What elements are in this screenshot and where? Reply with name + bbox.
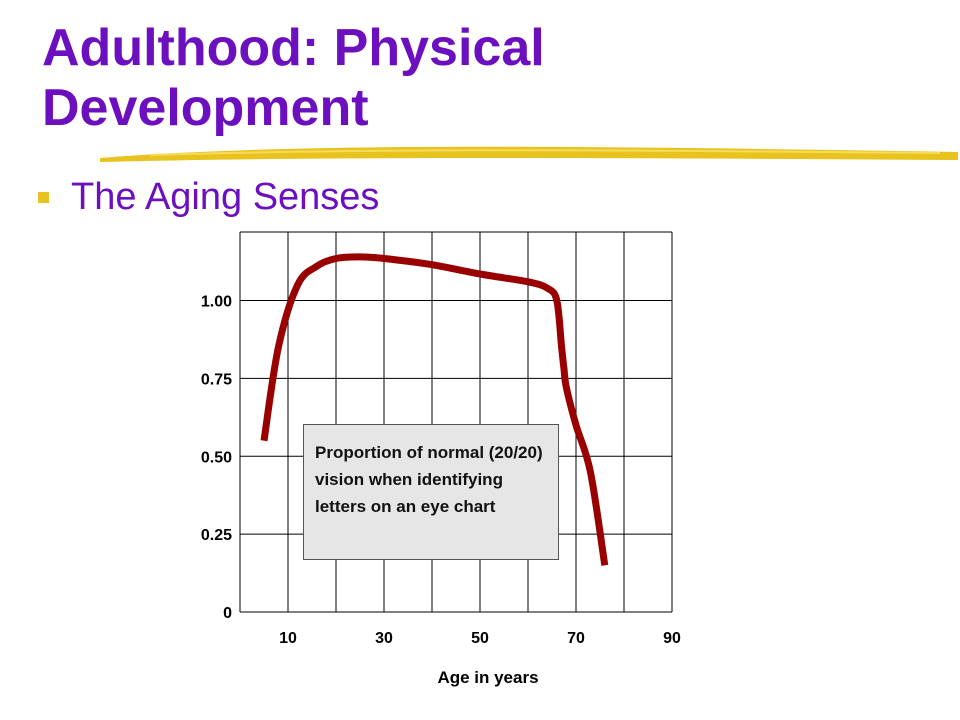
y-tick-label: 0.50 <box>201 449 232 466</box>
x-tick-label: 50 <box>471 630 489 647</box>
title-underline-stroke <box>100 146 958 162</box>
series-line <box>260 253 609 566</box>
slide-title-line-2: Development <box>42 79 369 137</box>
y-tick-labels: 0 0.25 0.50 0.75 1.00 <box>201 294 232 622</box>
slide-title: Adulthood: Physical Development <box>42 18 545 138</box>
bullet-text: The Aging Senses <box>71 176 380 218</box>
y-tick-label: 0 <box>223 605 232 622</box>
chart-series <box>260 253 609 566</box>
slide-title-line-1: Adulthood: Physical <box>42 19 545 77</box>
y-tick-label: 0.25 <box>201 527 232 544</box>
bullet-item: The Aging Senses <box>38 176 379 219</box>
x-tick-label: 90 <box>663 630 681 647</box>
y-tick-label: 1.00 <box>201 294 232 311</box>
x-tick-labels: 10 30 50 70 90 <box>279 630 681 647</box>
chart-annotation: Proportion of normal (20/20) vision when… <box>303 424 559 560</box>
x-tick-label: 30 <box>375 630 393 647</box>
y-tick-label: 0.75 <box>201 371 232 388</box>
bullet-square-icon <box>38 192 49 203</box>
x-tick-label: 70 <box>567 630 585 647</box>
x-axis-title: Age in years <box>437 668 538 687</box>
x-tick-label: 10 <box>279 630 297 647</box>
